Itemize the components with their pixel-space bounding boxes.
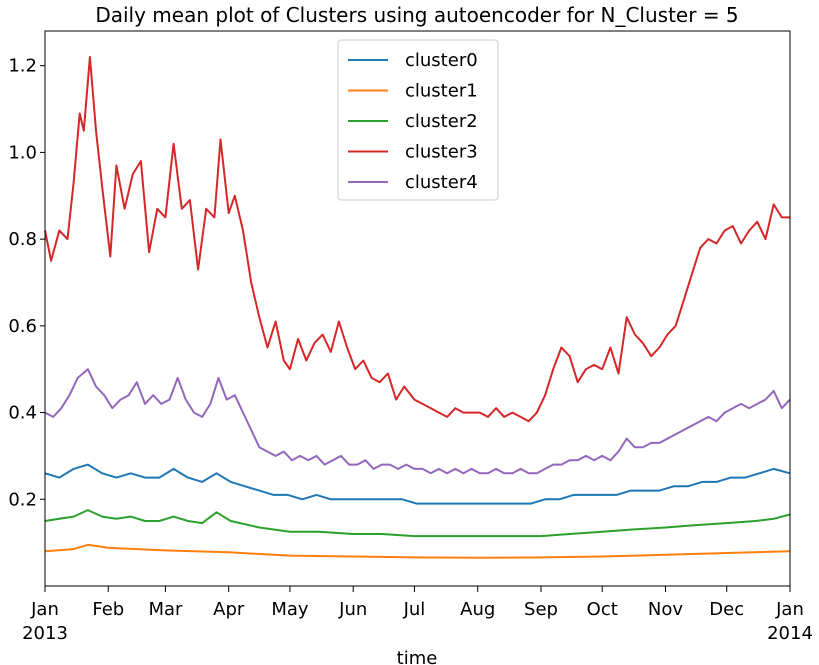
y-tick-label: 0.6 [8, 316, 37, 337]
x-tick-label: Apr [213, 599, 245, 620]
x-tick-label: May [271, 599, 309, 620]
legend-label-cluster3: cluster3 [405, 142, 478, 163]
legend-box [337, 39, 499, 201]
x-tick-sublabel: 2013 [22, 623, 68, 644]
y-tick-label: 0.2 [8, 489, 37, 510]
series-layer [44, 56, 791, 559]
y-axis: 0.2 0.4 0.6 0.8 1.0 1.2 [8, 56, 45, 510]
legend-label-cluster0: cluster0 [405, 50, 478, 71]
y-tick-label: 0.4 [8, 403, 37, 424]
x-tick-sublabel: 2014 [767, 623, 813, 644]
x-tick-label: Oct [587, 599, 618, 620]
series-line-cluster1 [44, 543, 791, 559]
x-tick-label: Jan [30, 599, 59, 620]
series-line-cluster4 [44, 368, 791, 475]
legend-label-cluster2: cluster2 [405, 111, 478, 132]
legend-label-cluster4: cluster4 [405, 172, 478, 193]
series-line-cluster0 [44, 463, 791, 505]
x-tick-label: Jul [403, 599, 426, 620]
y-tick-label: 1.2 [8, 56, 37, 77]
x-tick-label: Jun [338, 599, 367, 620]
x-tick-label: Nov [648, 599, 683, 620]
x-tick-label: Dec [709, 599, 744, 620]
x-tick-label: Feb [92, 599, 124, 620]
x-axis-label: time [397, 648, 438, 665]
legend: cluster0 cluster1 cluster2 cluster3 cluster4 [337, 39, 499, 201]
series-line-cluster3 [44, 56, 790, 423]
chart-title: Daily mean plot of Clusters using autoen… [95, 3, 738, 27]
x-tick-label: Mar [148, 599, 183, 620]
x-tick-label: Aug [460, 599, 495, 620]
y-tick-label: 0.8 [8, 229, 37, 250]
plot-frame [44, 30, 791, 587]
series-line-cluster2 [44, 509, 791, 538]
x-tick-label: Sep [524, 599, 558, 620]
x-axis: Jan 2013 Feb Mar Apr May Jun Jul Aug Sep Oct Nov Dec… [22, 586, 813, 644]
x-tick-label: Jan [775, 599, 804, 620]
y-tick-label: 1.0 [8, 142, 37, 163]
legend-label-cluster1: cluster1 [405, 81, 478, 102]
